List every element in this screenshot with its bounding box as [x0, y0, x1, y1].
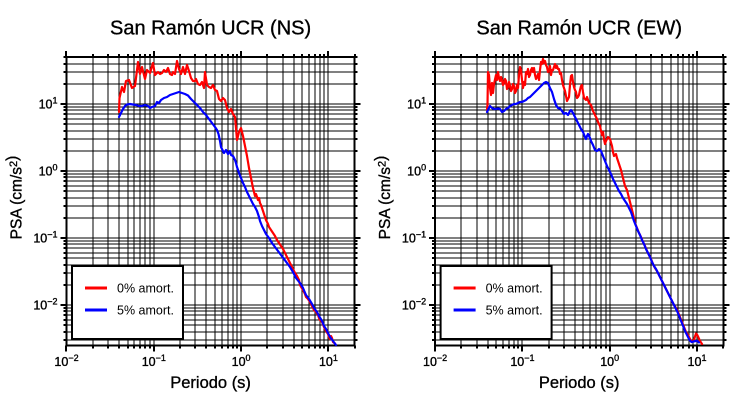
- svg-text:0% amort.: 0% amort.: [117, 282, 174, 296]
- svg-text:Periodo (s): Periodo (s): [170, 374, 251, 392]
- svg-text:5% amort.: 5% amort.: [486, 304, 543, 318]
- svg-text:5% amort.: 5% amort.: [117, 304, 174, 318]
- svg-text:0% amort.: 0% amort.: [486, 282, 543, 296]
- svg-text:10−1: 10−1: [510, 353, 534, 369]
- svg-text:PSA (cm/s2): PSA (cm/s2): [4, 156, 26, 240]
- svg-text:Periodo (s): Periodo (s): [539, 374, 620, 392]
- svg-text:San Ramón UCR (NS): San Ramón UCR (NS): [110, 18, 311, 40]
- svg-text:PSA (cm/s2): PSA (cm/s2): [373, 156, 395, 240]
- svg-text:San Ramón UCR (EW): San Ramón UCR (EW): [476, 18, 682, 40]
